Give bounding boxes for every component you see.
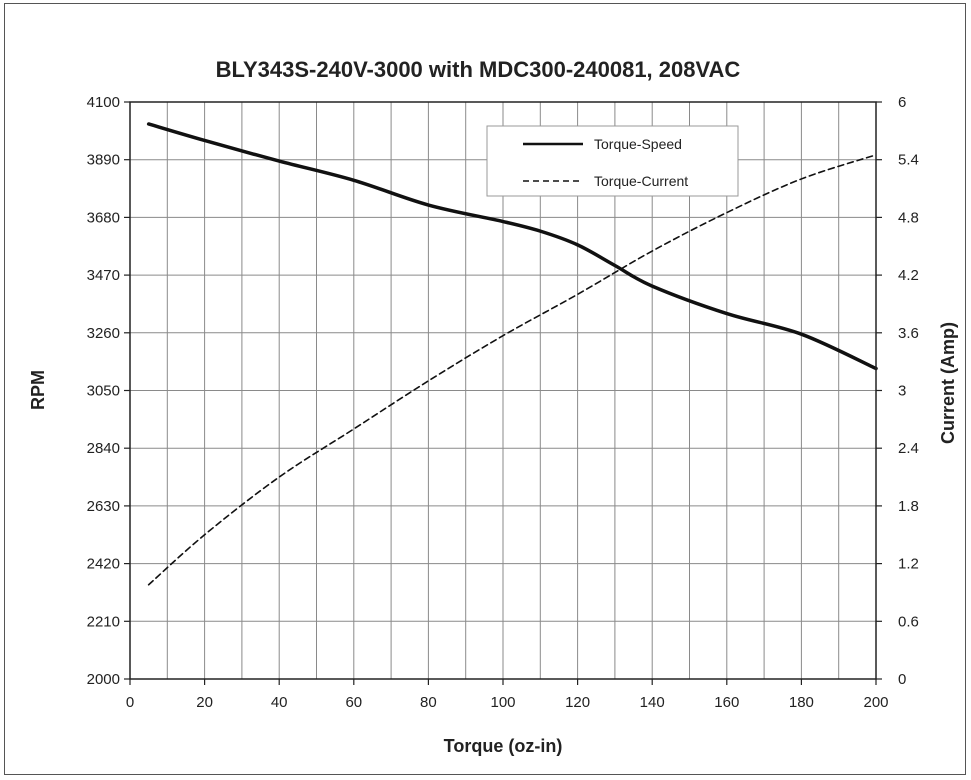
legend: Torque-Speed Torque-Current: [486, 125, 739, 197]
legend-box: [486, 125, 739, 197]
legend-label-torque-current: Torque-Current: [594, 173, 688, 189]
y-tick-label: 3680: [87, 209, 120, 226]
x-tick-label: 60: [345, 694, 362, 711]
y2-tick-label: 2.4: [898, 440, 919, 457]
series-layer: [146, 122, 878, 586]
x-tick-label: 200: [863, 694, 888, 711]
y2-tick-label: 4.2: [898, 267, 919, 284]
chart-title: BLY343S-240V-3000 with MDC300-240081, 20…: [216, 57, 741, 82]
x-tick-label: 120: [565, 694, 590, 711]
x-tick-label: 80: [420, 694, 437, 711]
y-tick-label: 4100: [87, 94, 120, 111]
x-tick-label: 40: [271, 694, 288, 711]
y2-tick-label: 0.6: [898, 613, 919, 630]
y-axis-label: RPM: [28, 370, 48, 410]
y2-tick-label: 5.4: [898, 152, 919, 169]
x-axis-label: Torque (oz-in): [444, 736, 563, 756]
y2-axis-label: Current (Amp): [938, 322, 958, 444]
y2-tick-label: 0: [898, 671, 906, 688]
y2-tick-label: 3.6: [898, 325, 919, 342]
y-tick-label: 2210: [87, 613, 120, 630]
x-tick-label: 20: [196, 694, 213, 711]
y2-tick-label: 6: [898, 94, 906, 111]
series-line-torque-speed: [146, 122, 878, 371]
y2-tick-label: 3: [898, 383, 906, 400]
y-tick-label: 2420: [87, 556, 120, 573]
x-tick-label: 140: [640, 694, 665, 711]
y2-tick-label: 4.8: [898, 209, 919, 226]
y2-tick-label: 1.8: [898, 498, 919, 515]
chart-frame: [4, 3, 966, 775]
legend-label-torque-speed: Torque-Speed: [594, 136, 682, 152]
series-line-torque-current: [147, 154, 877, 586]
x-axis-ticks: 0 20 40 60 80 100 120 140 160 180 200: [126, 679, 889, 711]
y-tick-label: 2000: [87, 671, 120, 688]
y2-tick-label: 1.2: [898, 556, 919, 573]
y-tick-label: 3260: [87, 325, 120, 342]
plot-border: [129, 101, 877, 680]
x-tick-label: 0: [126, 694, 134, 711]
x-tick-label: 180: [789, 694, 814, 711]
x-tick-label: 160: [714, 694, 739, 711]
y-tick-label: 2840: [87, 440, 120, 457]
y-tick-label: 3470: [87, 267, 120, 284]
x-tick-label: 100: [490, 694, 515, 711]
y-tick-label: 3890: [87, 152, 120, 169]
y-tick-label: 3050: [87, 383, 120, 400]
y-axis-ticks: 2000 2210 2420 2630 2840 3050 3260 3470 3680 3890…: [87, 94, 130, 688]
y2-axis-ticks: 0 0.6 1.2 1.8 2.4 3 3.6 4.2 4.8 5.4 6: [876, 94, 919, 688]
y-tick-label: 2630: [87, 498, 120, 515]
